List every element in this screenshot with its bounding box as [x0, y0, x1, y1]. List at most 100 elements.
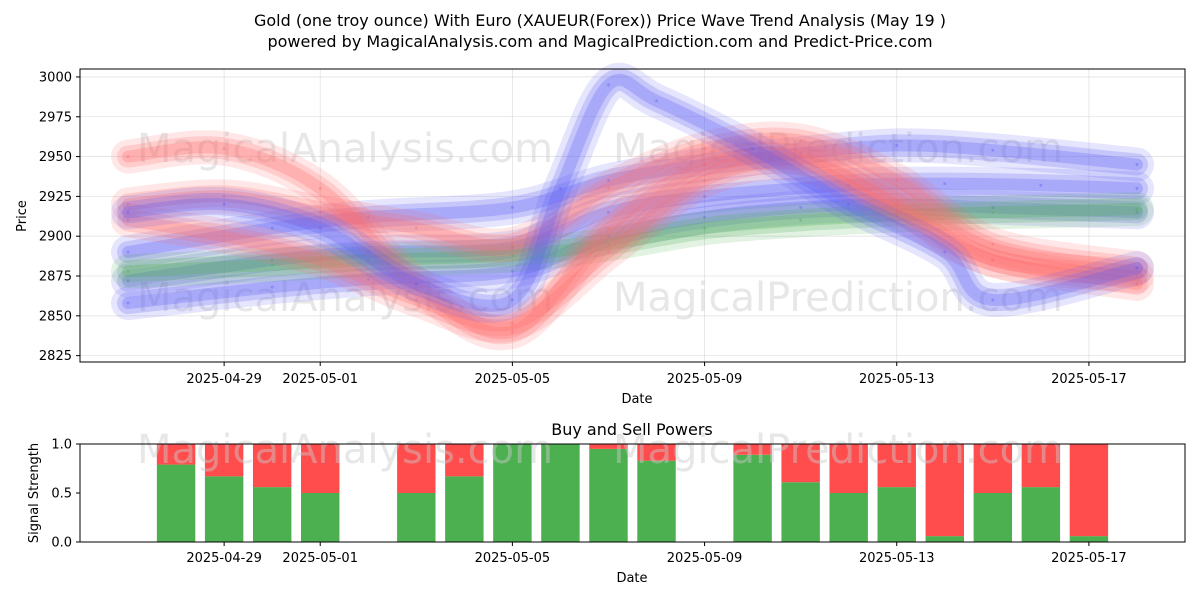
sell-bar — [925, 444, 964, 537]
price-series-band — [111, 192, 1154, 289]
price-point — [126, 155, 130, 159]
buy-sell-x-tick-label: 2025-05-13 — [859, 551, 935, 566]
price-series-blue — [111, 166, 1154, 298]
price-point — [414, 282, 418, 286]
price-series-green — [111, 192, 1154, 289]
price-point — [799, 163, 803, 167]
price-point — [1135, 186, 1139, 190]
price-series-band — [111, 62, 1154, 323]
price-y-ticks: 2825 2850 2875 2900 2925 2950 2975 3000 — [39, 70, 80, 364]
price-point — [606, 242, 610, 246]
buy-sell-x-axis-label: Date — [616, 571, 647, 586]
price-point — [366, 258, 370, 262]
price-point — [366, 277, 370, 281]
buy-sell-bars — [156, 444, 1109, 542]
buy-sell-y-axis-label: Signal Strength — [27, 443, 42, 543]
price-x-tick-label: 2025-05-05 — [475, 372, 551, 387]
price-point — [703, 194, 707, 198]
price-y-tick-label: 2925 — [39, 190, 72, 205]
price-chart: MagicalAnalysis.com MagicalPrediction.co… — [15, 62, 1186, 407]
price-point — [126, 301, 130, 305]
price-point — [270, 285, 274, 289]
price-point — [318, 210, 322, 214]
price-point — [270, 226, 274, 230]
sell-bar — [973, 444, 1013, 493]
buy-bar — [493, 444, 532, 542]
price-series-band — [117, 193, 1148, 315]
price-series-band — [122, 132, 1143, 275]
price-series-blue — [111, 62, 1154, 323]
price-point — [606, 226, 610, 230]
buy-sell-x-ticks: 2025-04-29 2025-05-01 2025-05-05 2025-05-09… — [186, 542, 1127, 566]
buy-sell-x-tick-label: 2025-05-17 — [1051, 551, 1127, 566]
price-series-blue — [111, 187, 1154, 321]
price-point — [1135, 266, 1139, 270]
buy-sell-y-tick-label: 0.5 — [51, 487, 72, 502]
price-series-band — [117, 68, 1148, 317]
price-x-ticks: 2025-04-29 2025-05-01 2025-05-05 2025-05-09… — [186, 362, 1127, 387]
buy-bar — [156, 464, 196, 542]
price-point — [270, 263, 274, 267]
sell-bar — [877, 444, 916, 488]
price-point — [751, 147, 755, 151]
price-series-red — [111, 121, 1154, 286]
buy-bar — [541, 444, 580, 542]
price-point — [414, 226, 418, 230]
price-series-band — [117, 127, 1148, 280]
buy-bar — [781, 482, 820, 542]
price-point — [895, 178, 899, 182]
price-gridlines — [80, 69, 1185, 362]
price-point — [703, 215, 707, 219]
watermark-top-right: MagicalPrediction.com — [613, 126, 1063, 172]
price-series-band — [117, 198, 1148, 283]
price-point — [222, 234, 226, 238]
price-series-red — [111, 145, 1154, 343]
price-series-band — [117, 136, 1148, 345]
figure-subtitle: powered by MagicalAnalysis.com and Magic… — [267, 32, 932, 51]
buy-bar — [829, 493, 868, 542]
sell-bar — [637, 444, 676, 461]
price-series-red — [111, 130, 1154, 351]
buy-sell-y-tick-label: 1.0 — [51, 438, 72, 453]
price-x-tick-label: 2025-05-13 — [859, 372, 935, 387]
price-point — [318, 258, 322, 262]
price-series-band — [122, 203, 1143, 278]
sell-bar — [397, 444, 436, 493]
price-y-tick-label: 2875 — [39, 270, 72, 285]
price-point — [703, 226, 707, 230]
price-point — [991, 298, 995, 302]
price-point — [126, 218, 130, 222]
price-point — [414, 298, 418, 302]
price-point — [510, 253, 514, 257]
price-point — [799, 151, 803, 155]
buy-bar — [973, 493, 1013, 542]
buy-bar — [925, 536, 964, 542]
price-point — [222, 194, 226, 198]
price-point — [606, 186, 610, 190]
price-point — [847, 183, 851, 187]
price-series-band — [122, 141, 1143, 340]
buy-bar — [204, 476, 244, 542]
price-point — [895, 202, 899, 206]
watermark-bottom-left: MagicalAnalysis.com — [137, 275, 553, 321]
buy-sell-x-tick-label: 2025-04-29 — [186, 551, 262, 566]
sell-bar — [781, 444, 820, 483]
buy-bar — [733, 454, 772, 542]
price-point — [1039, 183, 1043, 187]
price-x-tick-label: 2025-05-17 — [1051, 372, 1127, 387]
buy-sell-y-ticks: 0.0 0.5 1.0 — [51, 438, 80, 551]
price-series-band — [117, 134, 1148, 264]
price-point — [991, 242, 995, 246]
price-point — [366, 250, 370, 254]
watermark-bottom-right: MagicalPrediction.com — [613, 275, 1063, 321]
price-point — [510, 245, 514, 249]
buy-sell-chart: Buy and Sell Powers MagicalAnalysis.com … — [27, 420, 1186, 586]
price-point — [943, 182, 947, 186]
price-series-band — [122, 198, 1143, 310]
price-point — [655, 99, 659, 103]
price-point — [606, 210, 610, 214]
price-point — [126, 210, 130, 214]
price-point — [943, 250, 947, 254]
price-y-tick-label: 2825 — [39, 349, 72, 364]
